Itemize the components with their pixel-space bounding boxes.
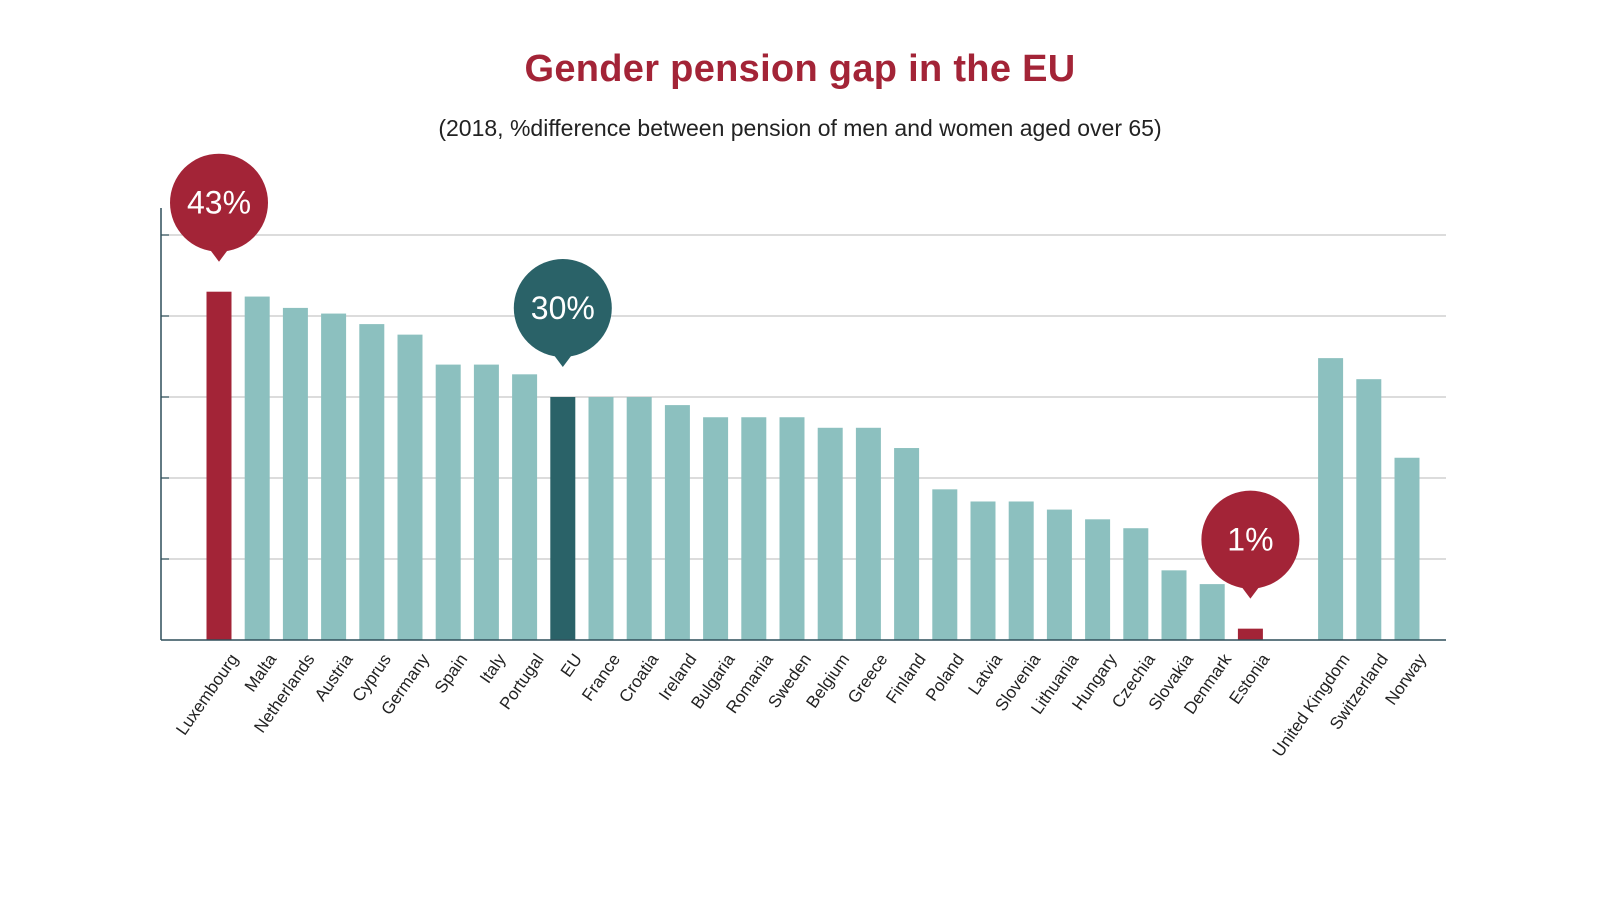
chart-subtitle: (2018, %difference between pension of me… [438,115,1162,141]
callout-bubble [1201,490,1300,589]
bar-switzerland [1356,379,1382,640]
callout-luxembourg: 43% [170,153,268,262]
x-tick-label: EU [557,650,586,680]
bar-slovenia [1008,501,1034,640]
callout-label: 1% [1227,522,1273,558]
bar-bulgaria [703,417,729,640]
bar-malta [244,296,270,640]
bar-slovakia [1161,570,1187,640]
bars [206,291,1420,640]
bar-lithuania [1046,509,1072,640]
callout-pointer [1238,582,1263,599]
bar-luxembourg [206,291,232,640]
callout-pointer [550,351,575,367]
callout-bubble [513,259,612,357]
bar-cyprus [359,324,385,640]
bar-belgium [817,427,843,640]
bar-netherlands [282,307,308,640]
bar-france [588,397,614,640]
x-tick-label: Malta [241,650,281,695]
x-tick-label: Spain [431,650,472,697]
x-tick-label: Estonia [1225,650,1273,708]
bar-estonia [1237,628,1263,640]
chart-title: Gender pension gap in the EU [524,48,1076,90]
x-tick-label: Poland [922,650,968,704]
bar-poland [932,489,958,640]
callout-estonia: 1% [1201,490,1300,599]
bar-greece [855,427,881,640]
bar-latvia [970,501,996,640]
bar-romania [741,417,767,640]
bar-germany [397,334,423,640]
bar-hungary [1085,519,1111,640]
x-tick-labels: LuxembourgMaltaNetherlandsAustriaCyprusG… [172,650,1430,760]
callouts: 43% 30% 1% [170,153,1300,599]
x-tick-label: Norway [1381,650,1430,709]
bar-norway [1394,457,1420,640]
bar-austria [321,313,347,640]
x-tick-label: Italy [476,650,510,687]
bar-eu [550,397,576,640]
bar-sweden [779,417,805,640]
bar-spain [435,364,461,640]
bar-united-kingdom [1318,358,1344,640]
x-tick-label: Croatia [615,650,662,706]
x-tick-label: Luxembourg [172,650,242,738]
bar-czechia [1123,528,1149,640]
callout-eu: 30% [513,259,612,367]
callout-pointer [207,245,231,262]
bar-denmark [1199,584,1225,640]
bar-croatia [626,397,652,640]
bar-finland [894,448,920,640]
callout-label: 43% [187,185,251,221]
callout-label: 30% [531,290,595,326]
bar-italy [473,364,499,640]
x-tick-label: Finland [882,650,930,707]
callout-bubble [170,153,268,252]
bar-portugal [512,374,538,640]
bar-ireland [664,405,690,640]
